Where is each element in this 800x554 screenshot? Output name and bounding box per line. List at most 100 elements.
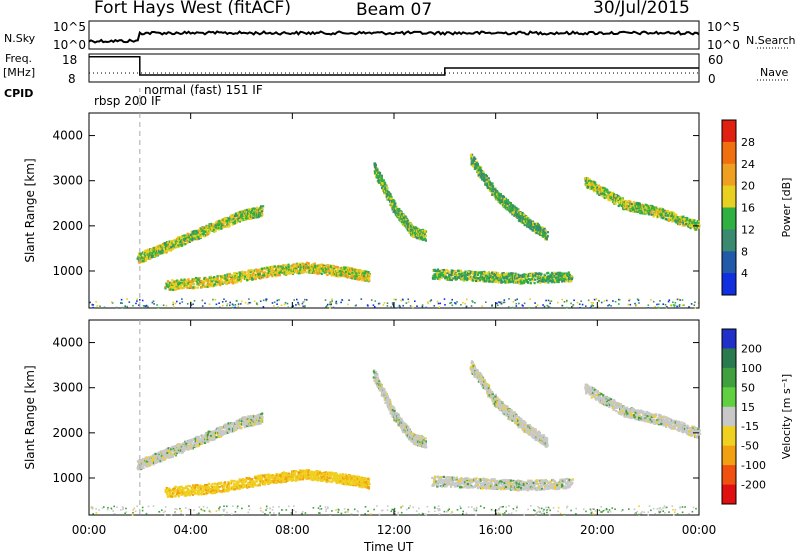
echo-cell [398,216,401,219]
echo-cell [585,182,588,185]
echo-cell [374,165,377,169]
echo-cell [497,195,500,198]
echo-cell [536,222,540,225]
echo-cell [627,205,630,208]
echo-cell [207,283,210,286]
echo-cell [177,287,180,290]
echo-cell [215,226,218,229]
echo-cell [253,276,256,279]
echo-cell [497,281,500,284]
echo-cell [153,255,157,258]
echo-cell [191,239,194,242]
echo-cell [182,243,185,246]
echo-cell [395,207,398,210]
echo-cell [213,276,216,279]
echo-cell [650,207,653,210]
echo-cell [667,219,670,222]
echo-cell [494,271,498,274]
echo-cell [473,278,476,281]
echo-cell [405,218,408,221]
echo-cell [206,232,209,235]
echo-cell [363,277,366,280]
echo-cell [215,280,218,283]
echo-cell [523,273,526,276]
echo-cell [284,266,287,269]
echo-cell [387,191,390,194]
echo-cell [307,266,310,269]
echo-cell [506,273,509,276]
echo-cell [602,186,605,189]
power-echoes [89,113,701,309]
echo-cell [671,217,674,220]
echo-cell [611,192,614,195]
echo-cell [232,215,235,218]
echo-cell [206,285,209,288]
echo-cell [256,207,259,210]
echo-cell [638,204,642,207]
echo-cell [605,189,608,192]
echo-cell [405,216,408,219]
echo-cell [423,230,426,233]
echo-cell [184,243,187,246]
echo-cell [410,233,413,236]
echo-cell [559,274,562,278]
echo-cell [477,174,480,177]
echo-cell [190,286,193,289]
echo-cell [542,235,545,238]
echo-cell [482,172,485,175]
echo-cell [538,280,541,283]
echo-cell [508,274,511,277]
echo-cell [231,218,234,222]
echo-cell [164,243,167,246]
echo-cell [615,198,618,201]
freq-tick-bottom: 8 [68,72,76,86]
echo-cell [320,267,323,270]
echo-cell [496,197,499,200]
echo-cell [488,274,491,277]
echo-cell [500,276,503,279]
echo-cell [608,192,611,195]
echo-cell [598,193,601,196]
echo-cell [613,193,616,196]
echo-cell [533,282,536,285]
echo-cell [170,246,173,249]
echo-cell [497,272,500,275]
echo-cell [360,275,363,278]
echo-cell [140,258,144,261]
echo-cell [523,275,526,278]
echo-cell [491,280,494,283]
echo-cell [526,225,529,228]
echo-cell [258,213,261,216]
echo-cell [406,219,409,223]
echo-cell [172,282,175,286]
echo-cell [662,210,665,213]
echo-cell [658,208,661,211]
echo-cell [518,275,521,278]
echo-cell [520,216,523,219]
echo-cell [243,212,246,215]
echo-cell [603,196,606,200]
echo-cell [344,266,347,269]
echo-cell [332,274,335,277]
echo-cell [255,214,258,217]
echo-cell [675,214,678,217]
echo-cell [201,226,204,229]
echo-cell [559,272,562,275]
echo-cell [650,213,653,216]
echo-cell [522,221,525,224]
echo-cell [474,271,477,274]
echo-cell [382,179,385,182]
echo-cell [664,214,667,217]
echo-cell [452,273,455,276]
echo-cell [534,225,537,228]
echo-cell [532,221,535,224]
echo-cell [256,211,259,214]
echo-cell [570,280,573,283]
echo-cell [252,272,255,275]
echo-cell [672,216,675,219]
echo-cell [162,247,165,250]
echo-cell [634,204,637,207]
echo-cell [332,266,335,269]
echo-cell [144,256,147,259]
cpid-label: CPID [4,87,34,100]
